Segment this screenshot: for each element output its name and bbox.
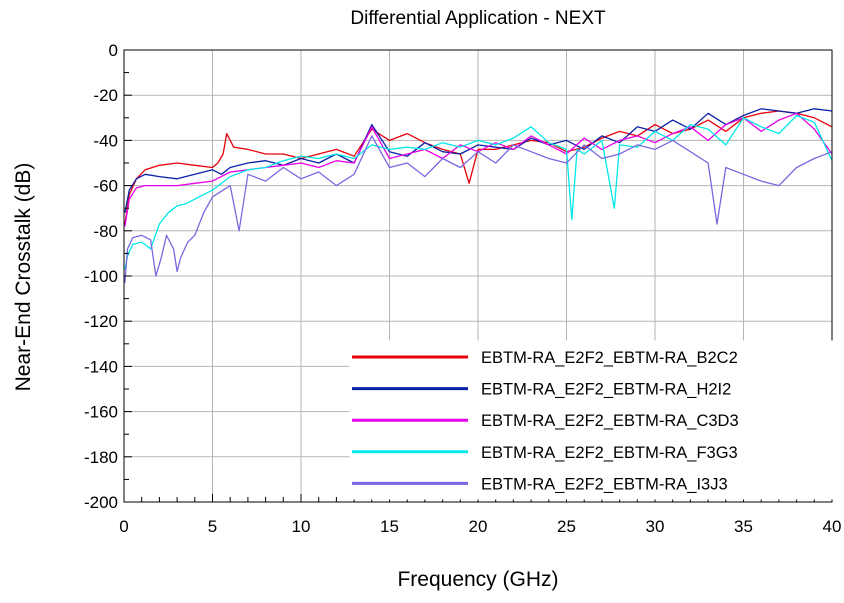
x-tick-label: 10 [292,517,311,536]
y-tick-label: -140 [84,357,118,376]
y-tick-label: -200 [84,493,118,512]
x-tick-label: 5 [208,517,217,536]
x-tick-label: 30 [646,517,665,536]
x-tick-label: 25 [557,517,576,536]
series-layer [124,108,833,283]
y-tick-label: -180 [84,448,118,467]
y-tick-label: -80 [93,222,118,241]
series-line-3 [124,112,833,227]
x-tick-label: 40 [823,517,842,536]
legend-label-4: EBTM-RA_E2F2_EBTM-RA_F3G3 [481,444,738,462]
x-tick-label: 20 [469,517,488,536]
y-tick-labels: 0 -20 -40 -60 -80 -100 -120 -140 -160 -180 -200 [84,41,118,512]
y-tick-label: -120 [84,312,118,331]
legend: EBTM-RA_E2F2_EBTM-RA_B2C2 EBTM-RA_E2F2_EB… [349,340,833,500]
x-tick-label: 0 [119,517,128,536]
x-tick-label: 15 [380,517,399,536]
series-line-5 [124,135,833,283]
chart-title: Differential Application - NEXT [350,8,606,29]
legend-label-5: EBTM-RA_E2F2_EBTM-RA_I3J3 [481,475,728,493]
y-tick-label: -100 [84,267,118,286]
x-tick-labels: 0 5 10 15 20 25 30 35 40 [119,517,841,536]
legend-label-3: EBTM-RA_E2F2_EBTM-RA_C3D3 [481,412,739,430]
x-tick-label: 35 [734,517,753,536]
series-line-4 [124,114,833,270]
y-tick-label: -60 [93,177,118,196]
y-tick-label: -160 [84,403,118,422]
y-tick-label: -20 [93,86,118,105]
legend-label-1: EBTM-RA_E2F2_EBTM-RA_B2C2 [481,349,738,367]
y-tick-label: -40 [93,131,118,150]
series-line-2 [124,108,833,213]
y-tick-label: 0 [109,41,118,60]
x-axis-label: Frequency (GHz) [397,568,559,591]
legend-label-2: EBTM-RA_E2F2_EBTM-RA_H2I2 [481,381,731,399]
